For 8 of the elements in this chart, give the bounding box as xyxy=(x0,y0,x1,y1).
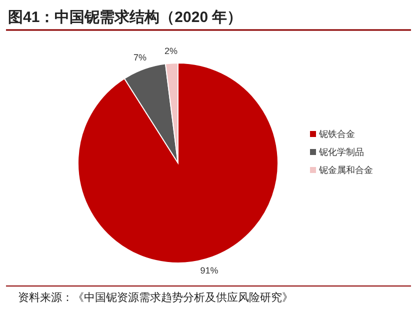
data-label: 91% xyxy=(200,266,218,276)
data-label: 7% xyxy=(134,52,147,63)
legend-label: 铌化学制品 xyxy=(318,147,364,157)
legend-label: 铌铁合金 xyxy=(318,129,355,139)
text: 资料来源：《中国铌资源需求趋势分析及供应风险研究》 xyxy=(18,291,293,304)
chart-title: 图41：中国铌需求结构（2020 年） xyxy=(8,9,242,26)
legend-label: 铌金属和合金 xyxy=(318,165,373,175)
data-label: 2% xyxy=(164,46,178,56)
